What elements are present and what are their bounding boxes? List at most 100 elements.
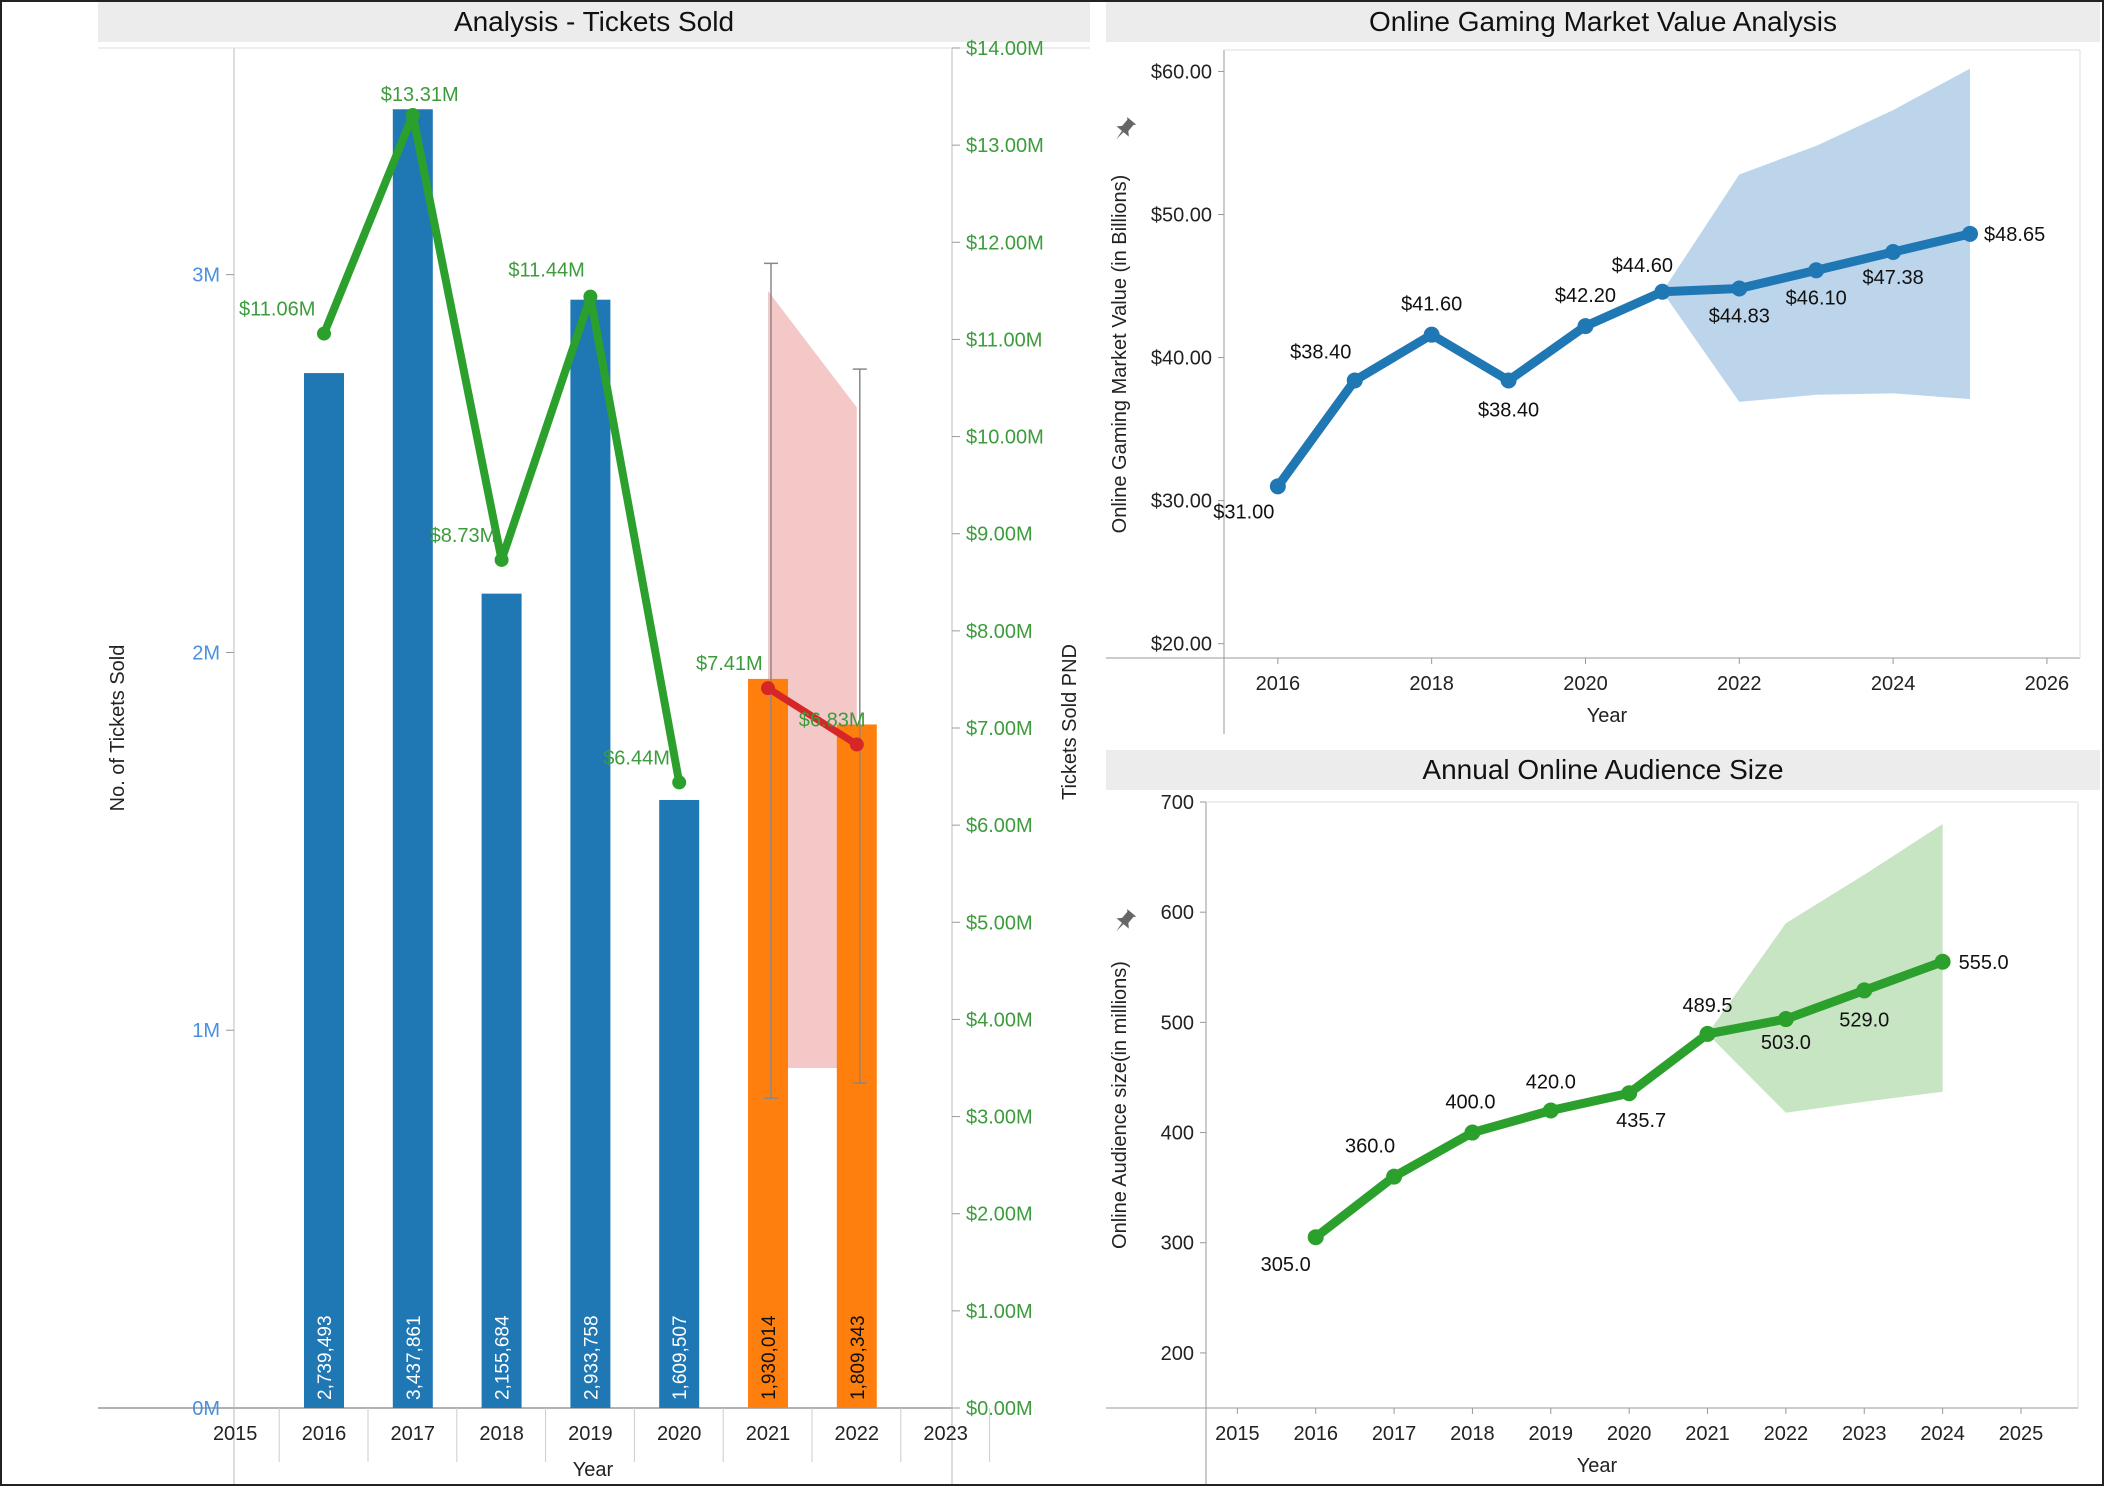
tickets-bar xyxy=(304,373,344,1408)
x-tick-label: 2019 xyxy=(1529,1423,1574,1445)
x-tick-label: 2023 xyxy=(1842,1423,1887,1445)
series-point xyxy=(1307,1229,1324,1246)
revenue-point xyxy=(317,326,331,341)
series-point xyxy=(1885,243,1902,260)
point-label: $47.38 xyxy=(1863,267,1924,289)
x-tick-label: 2015 xyxy=(213,1423,258,1445)
series-point xyxy=(1464,1124,1481,1141)
y2-tick-label: $11.00M xyxy=(966,329,1042,351)
x-tick-label: 2020 xyxy=(657,1423,702,1445)
series-point xyxy=(1386,1168,1403,1185)
point-label: 435.7 xyxy=(1616,1110,1666,1132)
y-axis-title: No. of Tickets Sold xyxy=(107,645,129,812)
bar-value-label: 2,739,493 xyxy=(315,1315,336,1400)
pin-icon[interactable] xyxy=(1110,908,1138,937)
y2-tick-label: $7.00M xyxy=(966,718,1033,740)
point-label: 360.0 xyxy=(1345,1136,1395,1158)
x-tick-label: 2022 xyxy=(835,1423,880,1445)
forecast-bar xyxy=(836,724,877,1408)
x-tick-label: 2022 xyxy=(1764,1423,1809,1445)
series-point xyxy=(1500,372,1517,389)
x-axis-title: Year xyxy=(1577,1455,1618,1477)
y2-axis-title: Tickets Sold PND xyxy=(1059,644,1081,800)
point-label: $48.65 xyxy=(1984,224,2045,246)
forecast-revenue-point xyxy=(761,681,775,696)
y2-tick-label: $9.00M xyxy=(966,524,1033,546)
market-chart-title: Online Gaming Market Value Analysis xyxy=(1106,2,2100,42)
y-tick-label: 700 xyxy=(1161,792,1194,814)
y2-tick-label: $14.00M xyxy=(966,38,1044,60)
y2-tick-label: $2.00M xyxy=(966,1204,1033,1226)
revenue-point xyxy=(583,289,598,304)
point-label: 400.0 xyxy=(1445,1092,1495,1114)
revenue-label: $6.44M xyxy=(603,747,670,769)
forecast-band xyxy=(1707,824,1943,1113)
y-tick-label: 500 xyxy=(1161,1012,1194,1034)
series-point xyxy=(1621,1085,1638,1102)
tickets-chart-title: Analysis - Tickets Sold xyxy=(98,2,1090,42)
tickets-bar xyxy=(659,799,700,1408)
x-tick-label: 2023 xyxy=(923,1423,968,1445)
y2-tick-label: $1.00M xyxy=(966,1301,1033,1323)
forecast-revenue-line xyxy=(766,685,859,748)
point-label: $44.60 xyxy=(1612,255,1673,277)
y-axis-title: Online Audience size(in millions) xyxy=(1109,961,1131,1249)
revenue-label: $13.31M xyxy=(381,84,459,106)
y-tick-label: $20.00 xyxy=(1151,634,1212,656)
pin-icon[interactable] xyxy=(1110,116,1138,145)
x-tick-label: 2018 xyxy=(1409,673,1454,695)
y-tick-label: $60.00 xyxy=(1151,61,1212,83)
market-value-chart: $20.00 $30.00 $40.00 $50.00 $60.00 2016 2018 20… xyxy=(1106,49,2081,734)
series-point xyxy=(1577,318,1594,335)
point-label: $31.00 xyxy=(1213,501,1274,523)
y-tick-label: 300 xyxy=(1161,1233,1194,1255)
x-tick-label: 2025 xyxy=(1999,1423,2044,1445)
x-tick-label: 2021 xyxy=(746,1423,791,1445)
series-point xyxy=(1962,225,1979,242)
point-label: $46.10 xyxy=(1786,287,1847,309)
x-tick-label: 2022 xyxy=(1717,673,1762,695)
bar-value-label: 2,155,684 xyxy=(493,1315,514,1400)
series-point xyxy=(1542,1102,1559,1119)
series-point xyxy=(1269,478,1286,495)
y-tick-label: $50.00 xyxy=(1151,205,1212,227)
series-point xyxy=(1856,982,1873,999)
y-tick-label: 0M xyxy=(192,1398,220,1420)
y2-tick-label: $4.00M xyxy=(966,1009,1033,1031)
revenue-point xyxy=(405,108,420,123)
bar-value-label: 3,437,861 xyxy=(404,1315,425,1400)
bar-value-label: 1,809,343 xyxy=(848,1315,869,1400)
forecast-bar xyxy=(748,678,788,1408)
revenue-label: $11.44M xyxy=(508,260,584,282)
series-point xyxy=(1654,283,1671,300)
forecast-band xyxy=(768,290,857,1068)
y-tick-label: $40.00 xyxy=(1151,348,1212,370)
y-tick-label: 400 xyxy=(1161,1123,1194,1145)
revenue-label: $11.06M xyxy=(239,299,315,321)
point-label: 305.0 xyxy=(1261,1254,1311,1276)
y2-tick-label: $8.00M xyxy=(966,621,1033,643)
point-label: $44.83 xyxy=(1709,305,1770,327)
x-tick-label: 2019 xyxy=(568,1423,613,1445)
point-label: $38.40 xyxy=(1478,399,1539,421)
tickets-sold-chart: 0M 1M 2M 3M $0.00M $1.00M $2.00M $3.00M $4.00M $5… xyxy=(98,38,1090,1484)
point-label: 489.5 xyxy=(1682,995,1732,1017)
x-tick-label: 2018 xyxy=(1450,1423,1495,1445)
point-label: $38.40 xyxy=(1290,341,1351,363)
revenue-point xyxy=(494,552,509,567)
series-point xyxy=(1934,953,1951,970)
y-tick-label: $30.00 xyxy=(1151,491,1212,513)
x-tick-label: 2024 xyxy=(1920,1423,1965,1445)
y2-tick-label: $3.00M xyxy=(966,1107,1033,1129)
series-point xyxy=(1423,326,1440,343)
revenue-label: $8.73M xyxy=(430,525,497,547)
y-axis-title: Online Gaming Market Value (in Billions) xyxy=(1109,175,1131,534)
tickets-bar xyxy=(481,593,522,1408)
x-tick-label: 2021 xyxy=(1685,1423,1730,1445)
y2-tick-label: $12.00M xyxy=(966,232,1044,254)
y-tick-label: 600 xyxy=(1161,902,1194,924)
series-point xyxy=(1731,280,1748,297)
x-axis-title: Year xyxy=(1587,705,1628,727)
series-point xyxy=(1777,1011,1794,1028)
